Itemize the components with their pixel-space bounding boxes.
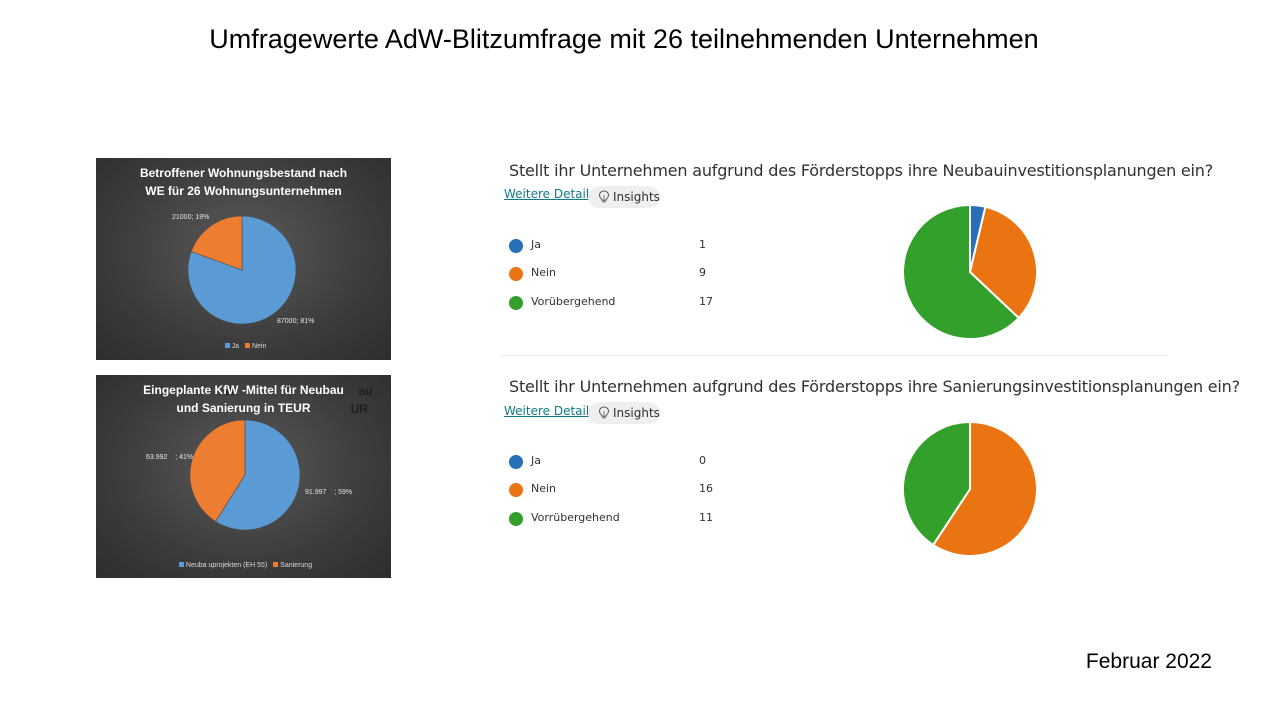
response-label: Ja bbox=[531, 238, 541, 251]
response-count: 17 bbox=[699, 295, 713, 308]
pie-slice-vorrübergehend bbox=[902, 420, 971, 547]
response-row: Ja 1 bbox=[509, 238, 809, 254]
insights-label: Insights bbox=[613, 406, 660, 420]
details-link-sanierung[interactable]: Weitere Details bbox=[504, 404, 596, 418]
panel-title-line2: und Sanierung in TEUR bbox=[176, 401, 311, 415]
response-count: 11 bbox=[699, 511, 713, 524]
pie-slice-nein bbox=[931, 420, 1038, 557]
response-label: Nein bbox=[531, 266, 557, 279]
pie-slice-nein bbox=[968, 205, 1038, 320]
response-count: 16 bbox=[699, 482, 713, 495]
slide-title: Umfragewerte AdW-Blitzumfrage mit 26 tei… bbox=[209, 24, 1039, 54]
chart-panel-kfw-mittel: W au UR Eingeplante KfW -Mittel für Neub… bbox=[96, 375, 391, 578]
legend-label-nein: Nein bbox=[251, 343, 267, 350]
response-count: 0 bbox=[699, 454, 706, 467]
data-label-sanierung: 63.992 ; 41% bbox=[146, 454, 194, 461]
response-row: Vorübergehend 17 bbox=[509, 295, 809, 311]
response-count: 9 bbox=[699, 266, 706, 279]
legend-dot-vorruebergehend bbox=[509, 512, 523, 526]
pie-chart-kfw-mittel bbox=[189, 419, 301, 531]
response-label: Nein bbox=[531, 482, 557, 495]
legend-swatch-nein bbox=[244, 343, 250, 348]
legend-dot-nein bbox=[509, 483, 523, 497]
section-divider bbox=[502, 355, 1168, 356]
pie-slice-neubauprojekten-eh-55 bbox=[215, 419, 301, 531]
response-row: Nein 9 bbox=[509, 266, 809, 282]
panel-title: Betroffener Wohnungsbestand nach WE für … bbox=[96, 164, 391, 200]
legend-label-ja: Ja bbox=[231, 343, 240, 350]
panel-title-shadow: W au UR bbox=[224, 384, 373, 416]
data-label-nein: 21000; 19% bbox=[172, 214, 210, 221]
lightbulb-icon bbox=[598, 190, 610, 203]
insights-button-neubau[interactable]: Insights bbox=[588, 186, 660, 208]
response-row: Vorrübergehend 11 bbox=[509, 511, 809, 527]
legend-label-neubau: Neuba uprojekten (EH 55) bbox=[185, 562, 268, 569]
details-link-neubau[interactable]: Weitere Details bbox=[504, 187, 596, 201]
insights-label: Insights bbox=[613, 190, 660, 204]
legend-dot-ja bbox=[509, 239, 523, 253]
legend-swatch-sanierung bbox=[273, 562, 279, 567]
legend-dot-nein bbox=[509, 267, 523, 281]
legend-swatch-ja bbox=[224, 343, 230, 348]
legend-label-sanierung: Sanierung bbox=[280, 562, 313, 569]
response-label: Vorübergehend bbox=[531, 295, 616, 308]
chart-panel-wohnungsbestand: nachmen Betroffener Wohnungsbestand nach… bbox=[96, 158, 391, 360]
response-label: Vorrübergehend bbox=[531, 511, 620, 524]
pie-slice-vorübergehend bbox=[902, 203, 1021, 340]
pie-chart-neubau bbox=[902, 203, 1038, 340]
insights-button-sanierung[interactable]: Insights bbox=[588, 402, 660, 424]
question-sanierung: Stellt ihr Unternehmen aufgrund des Förd… bbox=[509, 377, 1240, 396]
legend-dot-voruebergehend bbox=[509, 296, 523, 310]
question-neubau: Stellt ihr Unternehmen aufgrund des Förd… bbox=[509, 161, 1214, 180]
panel-title-line1: Eingeplante KfW -Mittel für Neubau bbox=[143, 383, 344, 397]
pie-slice-nein bbox=[190, 215, 243, 271]
pie-chart-sanierung bbox=[902, 420, 1038, 557]
data-label-ja: 87000; 81% bbox=[277, 318, 315, 325]
pie-slice-sanierung bbox=[189, 419, 246, 522]
slide-date: Februar 2022 bbox=[1085, 650, 1212, 673]
pie-chart-wohnungsbestand bbox=[187, 215, 297, 325]
lightbulb-icon bbox=[598, 406, 610, 419]
legend-swatch-neubau bbox=[178, 562, 184, 567]
legend-dot-ja bbox=[509, 455, 523, 469]
response-row: Ja 0 bbox=[509, 454, 809, 470]
panel-legend: Neuba uprojekten (EH 55) Sanierung bbox=[96, 562, 391, 569]
panel-title-line1: Betroffener Wohnungsbestand nach bbox=[139, 166, 348, 180]
panel-title: Eingeplante KfW -Mittel für Neubau und S… bbox=[96, 381, 391, 417]
panel-title-line2: WE für 26 Wohnungsunternehmen bbox=[145, 184, 342, 198]
panel-legend: Ja Nein bbox=[96, 343, 391, 350]
response-label: Ja bbox=[531, 454, 541, 467]
response-row: Nein 16 bbox=[509, 482, 809, 498]
data-label-neubau: 91.997 ; 59% bbox=[305, 489, 353, 496]
response-count: 1 bbox=[699, 238, 706, 251]
